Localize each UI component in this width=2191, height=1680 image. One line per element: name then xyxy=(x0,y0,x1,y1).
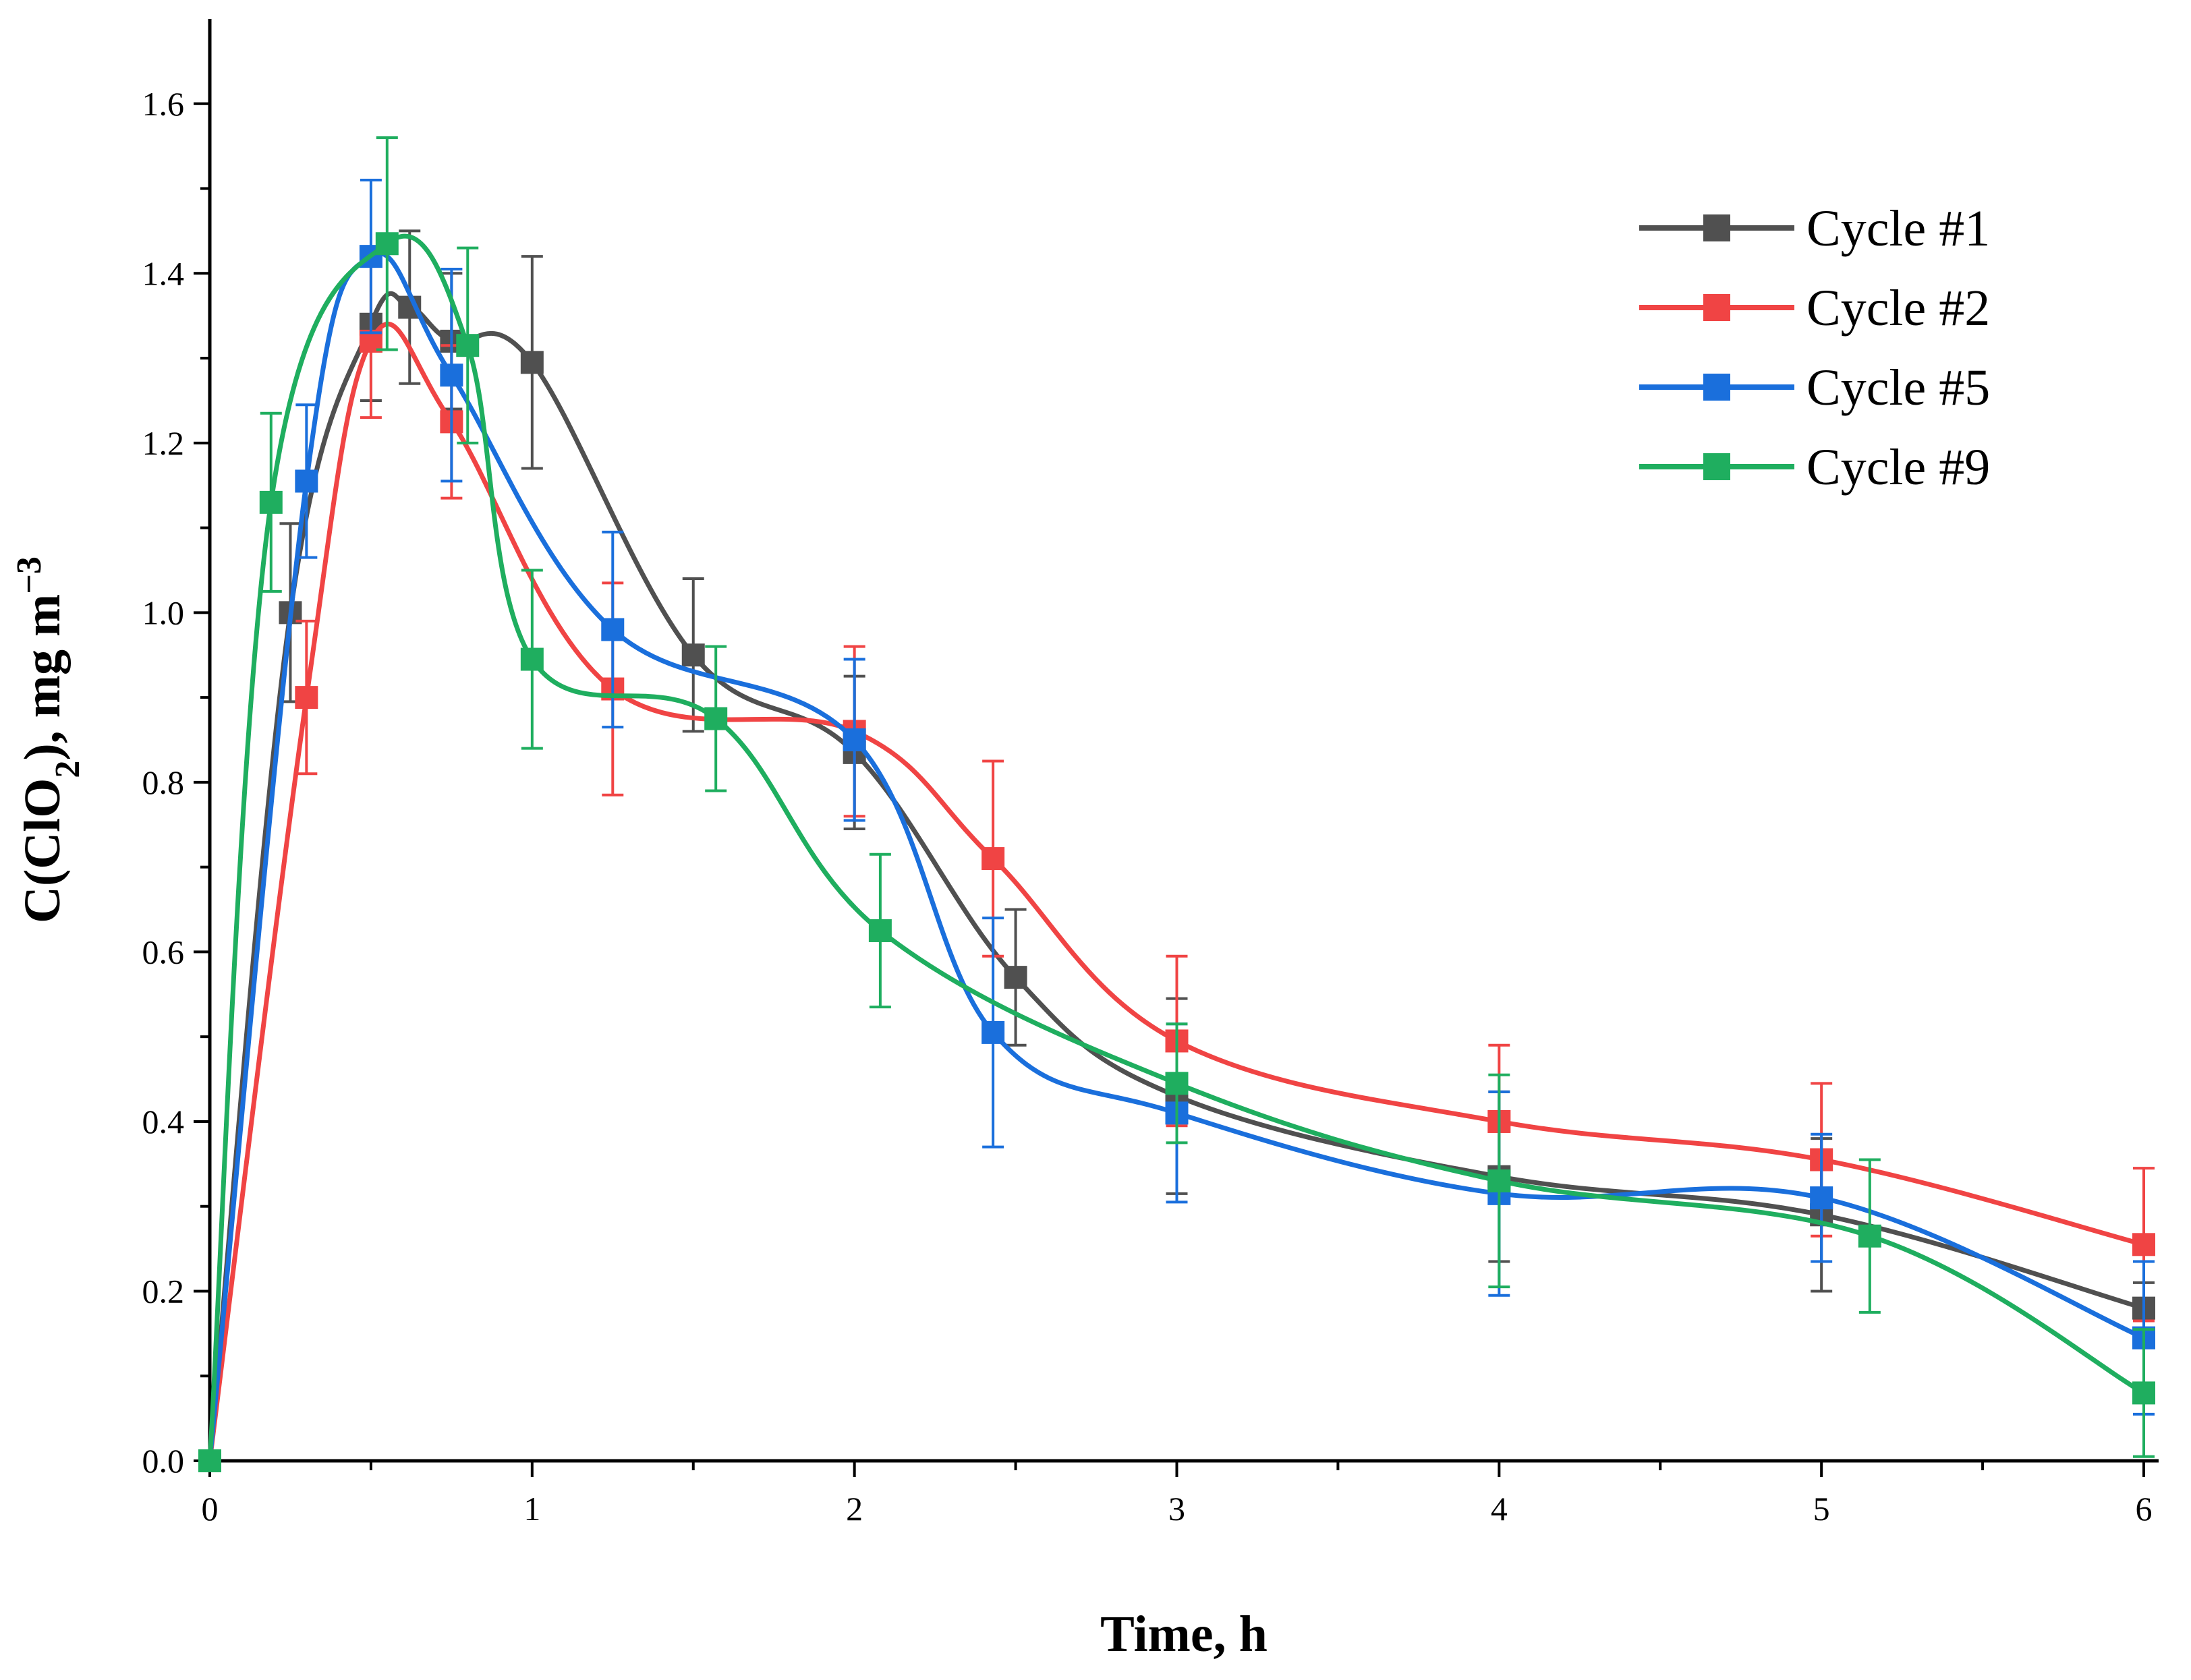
series-1 xyxy=(198,229,2155,1472)
data-point-marker xyxy=(1165,1072,1189,1095)
data-point-marker xyxy=(259,490,283,514)
series-layer xyxy=(198,136,2155,1472)
legend: Cycle #1 Cycle #2 Cycle #5 Cycle #9 xyxy=(1639,200,1990,496)
series-line xyxy=(207,322,2144,1461)
x-tick-label: 3 xyxy=(1168,1490,1185,1528)
data-point-marker xyxy=(843,728,866,751)
y-tick-label: 1.4 xyxy=(142,254,185,292)
data-point-marker xyxy=(520,647,544,671)
data-point-marker xyxy=(456,334,480,357)
y-axis-title-sub: 2 xyxy=(49,761,87,778)
y-tick-label: 1.2 xyxy=(142,424,185,462)
legend-label: Cycle #1 xyxy=(1806,200,1990,257)
legend-item: Cycle #5 xyxy=(1639,359,1990,416)
legend-label: Cycle #5 xyxy=(1806,359,1990,416)
series-line xyxy=(207,251,2145,1461)
data-point-marker xyxy=(1487,1169,1511,1192)
ticks: 0 1 2 3 4 5 6 0.0 0.2 0.4 0.6 0.8 1.0 1.2 1.4 1.6 xyxy=(142,85,2153,1528)
data-point-marker xyxy=(601,618,625,641)
x-tick-label: 0 xyxy=(202,1490,219,1528)
data-point-marker xyxy=(704,707,728,730)
data-point-marker xyxy=(440,364,463,387)
data-point-marker xyxy=(2132,1381,2155,1405)
x-tick-label: 6 xyxy=(2136,1490,2153,1528)
x-axis-title: Time, h xyxy=(1100,1606,1268,1662)
legend-item: Cycle #2 xyxy=(1639,280,1990,337)
series-line xyxy=(207,233,2145,1461)
y-axis-title-tail: ), mg m xyxy=(14,594,71,761)
data-point-marker xyxy=(1858,1224,1881,1248)
x-tick-label: 4 xyxy=(1491,1490,1508,1528)
x-tick-label: 5 xyxy=(1813,1490,1830,1528)
y-tick-label: 0.2 xyxy=(142,1272,185,1310)
data-point-marker xyxy=(981,1020,1005,1044)
y-axis-title-sup: −3 xyxy=(10,556,49,594)
legend-label: Cycle #9 xyxy=(1806,439,1990,496)
plot-area xyxy=(208,19,2159,1463)
data-point-marker xyxy=(520,351,544,374)
data-point-marker xyxy=(681,643,705,667)
y-tick-label: 1.0 xyxy=(142,593,185,631)
data-point-marker xyxy=(375,232,399,256)
x-tick-label: 2 xyxy=(846,1490,863,1528)
series-4 xyxy=(198,136,2155,1472)
legend-label: Cycle #2 xyxy=(1806,280,1990,337)
data-point-marker xyxy=(2132,1233,2155,1256)
y-tick-label: 0.8 xyxy=(142,763,185,801)
x-tick-label: 1 xyxy=(523,1490,540,1528)
legend-item: Cycle #9 xyxy=(1639,439,1990,496)
data-point-marker xyxy=(198,1449,221,1472)
data-point-marker xyxy=(295,469,318,493)
data-point-marker xyxy=(868,919,892,942)
legend-item: Cycle #1 xyxy=(1639,200,1990,257)
legend-swatch-marker xyxy=(1703,294,1730,321)
y-tick-label: 0.6 xyxy=(142,933,185,971)
legend-swatch-marker xyxy=(1703,374,1730,401)
data-point-marker xyxy=(1810,1186,1833,1210)
y-tick-label: 1.6 xyxy=(142,85,185,123)
y-axis-title-main: C(ClO xyxy=(14,778,71,923)
data-point-marker xyxy=(1004,966,1027,989)
data-point-marker xyxy=(981,847,1005,871)
data-point-marker xyxy=(295,686,318,709)
y-tick-label: 0.0 xyxy=(142,1442,185,1480)
legend-swatch-marker xyxy=(1703,214,1730,241)
y-axis-title: C(ClO2), mg m−3 xyxy=(10,556,87,923)
y-tick-label: 0.4 xyxy=(142,1103,185,1140)
legend-swatch-marker xyxy=(1703,453,1730,480)
